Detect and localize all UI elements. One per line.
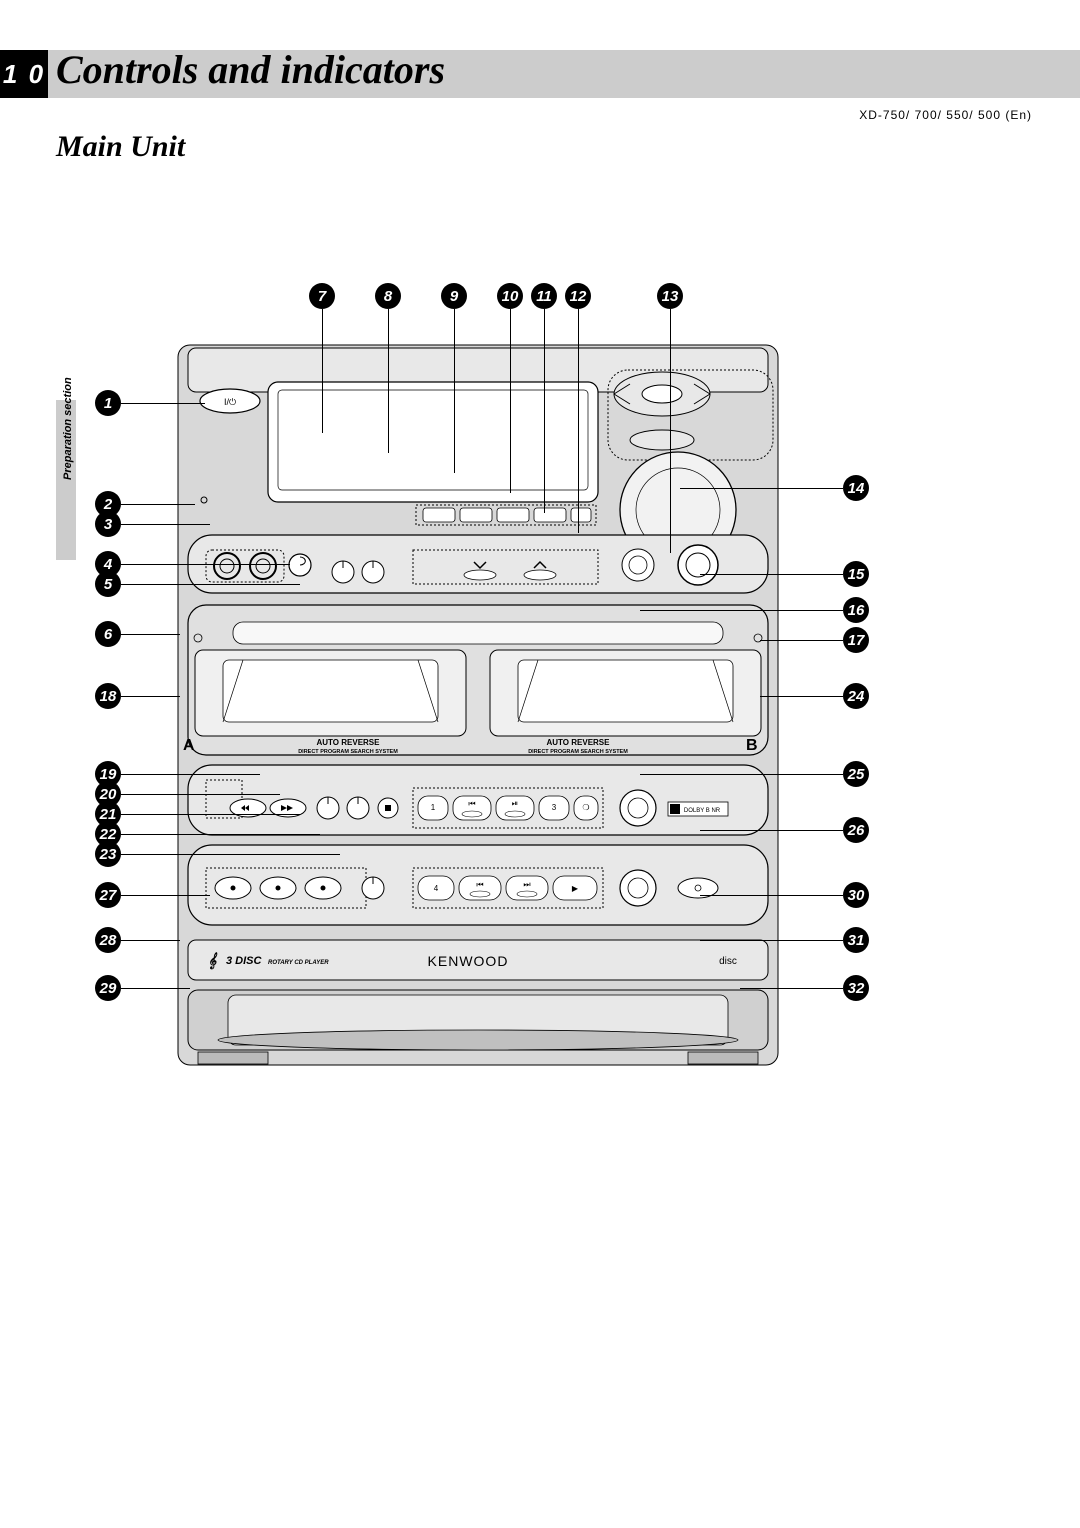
auto-reverse-b: AUTO REVERSE <box>547 738 611 747</box>
callout-12: 12 <box>565 283 591 309</box>
callout-32: 32 <box>843 975 869 1001</box>
page-heading: Controls and indicators <box>56 46 445 93</box>
callout-23: 23 <box>95 841 121 867</box>
callout-8: 8 <box>375 283 401 309</box>
disc-label: 3 DISC <box>226 955 263 967</box>
deck-a-label: A <box>183 737 195 754</box>
model-code: XD-750/ 700/ 550/ 500 (En) <box>859 108 1032 122</box>
dpss-a: DIRECT PROGRAM SEARCH SYSTEM <box>298 749 398 755</box>
callout-17: 17 <box>843 627 869 653</box>
callout-24: 24 <box>843 683 869 709</box>
page-number: 1 0 <box>0 50 48 98</box>
callout-6: 6 <box>95 621 121 647</box>
callout-10: 10 <box>497 283 523 309</box>
callout-7: 7 <box>309 283 335 309</box>
svg-text:⏭: ⏭ <box>523 880 530 889</box>
callout-31: 31 <box>843 927 869 953</box>
svg-text:4: 4 <box>434 884 439 893</box>
svg-text:⏯: ⏯ <box>512 799 518 808</box>
callout-29: 29 <box>95 975 121 1001</box>
callout-16: 16 <box>843 597 869 623</box>
section-tab-label: Preparation section <box>62 377 74 480</box>
svg-text:❍: ❍ <box>582 803 589 812</box>
main-unit-diagram: I/⏻ <box>168 340 908 1100</box>
dolby-label: DOLBY B NR <box>684 808 721 814</box>
callout-28: 28 <box>95 927 121 953</box>
callout-5: 5 <box>95 571 121 597</box>
callout-13: 13 <box>657 283 683 309</box>
brand-label: KENWOOD <box>428 953 509 969</box>
callout-3: 3 <box>95 511 121 537</box>
svg-text:⏮: ⏮ <box>476 880 483 889</box>
deck-b-label: B <box>746 737 758 754</box>
callout-14: 14 <box>843 475 869 501</box>
callout-26: 26 <box>843 817 869 843</box>
callout-11: 11 <box>531 283 557 309</box>
callout-30: 30 <box>843 882 869 908</box>
callout-18: 18 <box>95 683 121 709</box>
page-subheading: Main Unit <box>56 130 185 164</box>
callout-27: 27 <box>95 882 121 908</box>
callout-25: 25 <box>843 761 869 787</box>
svg-text:⏮: ⏮ <box>468 799 475 808</box>
svg-text:▶: ▶ <box>572 884 579 893</box>
callout-1: 1 <box>95 390 121 416</box>
svg-text:3: 3 <box>552 803 557 812</box>
disc-sub-label: ROTARY CD PLAYER <box>268 960 329 966</box>
svg-text:I/⏻: I/⏻ <box>224 397 236 407</box>
auto-reverse-a: AUTO REVERSE <box>317 738 381 747</box>
callout-9: 9 <box>441 283 467 309</box>
cd-logo: disc <box>719 956 737 967</box>
svg-text:1: 1 <box>431 803 436 812</box>
callout-15: 15 <box>843 561 869 587</box>
page-number-text: 1 0 <box>3 59 45 90</box>
dpss-b: DIRECT PROGRAM SEARCH SYSTEM <box>528 749 628 755</box>
